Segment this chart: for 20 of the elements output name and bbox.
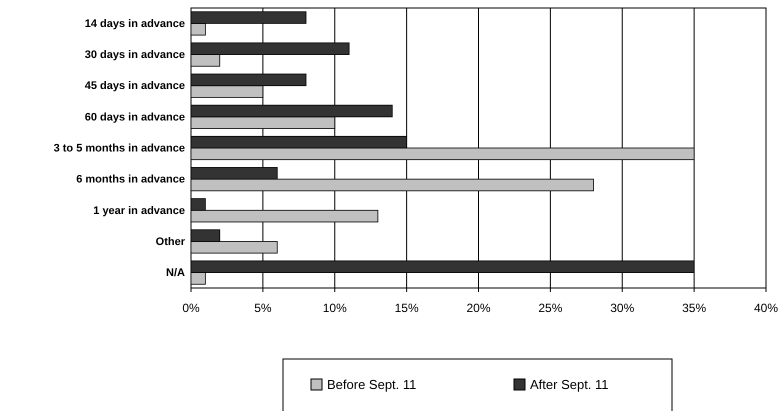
x-tick-label: 15% (394, 300, 419, 315)
y-tick-label: 1 year in advance (93, 204, 185, 217)
y-tick-label: 30 days in advance (84, 49, 185, 62)
x-tick-label: 25% (538, 300, 563, 315)
y-tick-label: 45 days in advance (84, 80, 185, 92)
legend-label: After Sept. 11 (530, 377, 609, 392)
y-tick-label: 3 to 5 months in advance (54, 142, 185, 155)
x-tick-label: 40% (754, 300, 778, 315)
x-tick-label: 10% (322, 300, 348, 315)
y-tick-label: 60 days in advance (84, 111, 185, 124)
x-tick-label: 5% (254, 300, 272, 315)
y-tick-label: 6 months in advance (76, 174, 185, 186)
legend-label: Before Sept. 11 (327, 377, 416, 392)
x-tick-label: 0% (182, 300, 200, 315)
y-tick-label: Other (156, 236, 186, 248)
y-tick-label: 14 days in advance (84, 18, 185, 30)
x-tick-label: 30% (610, 300, 635, 315)
x-tick-label: 35% (682, 300, 706, 315)
y-tick-label: N/A (166, 267, 186, 280)
x-tick-label: 20% (466, 300, 491, 315)
